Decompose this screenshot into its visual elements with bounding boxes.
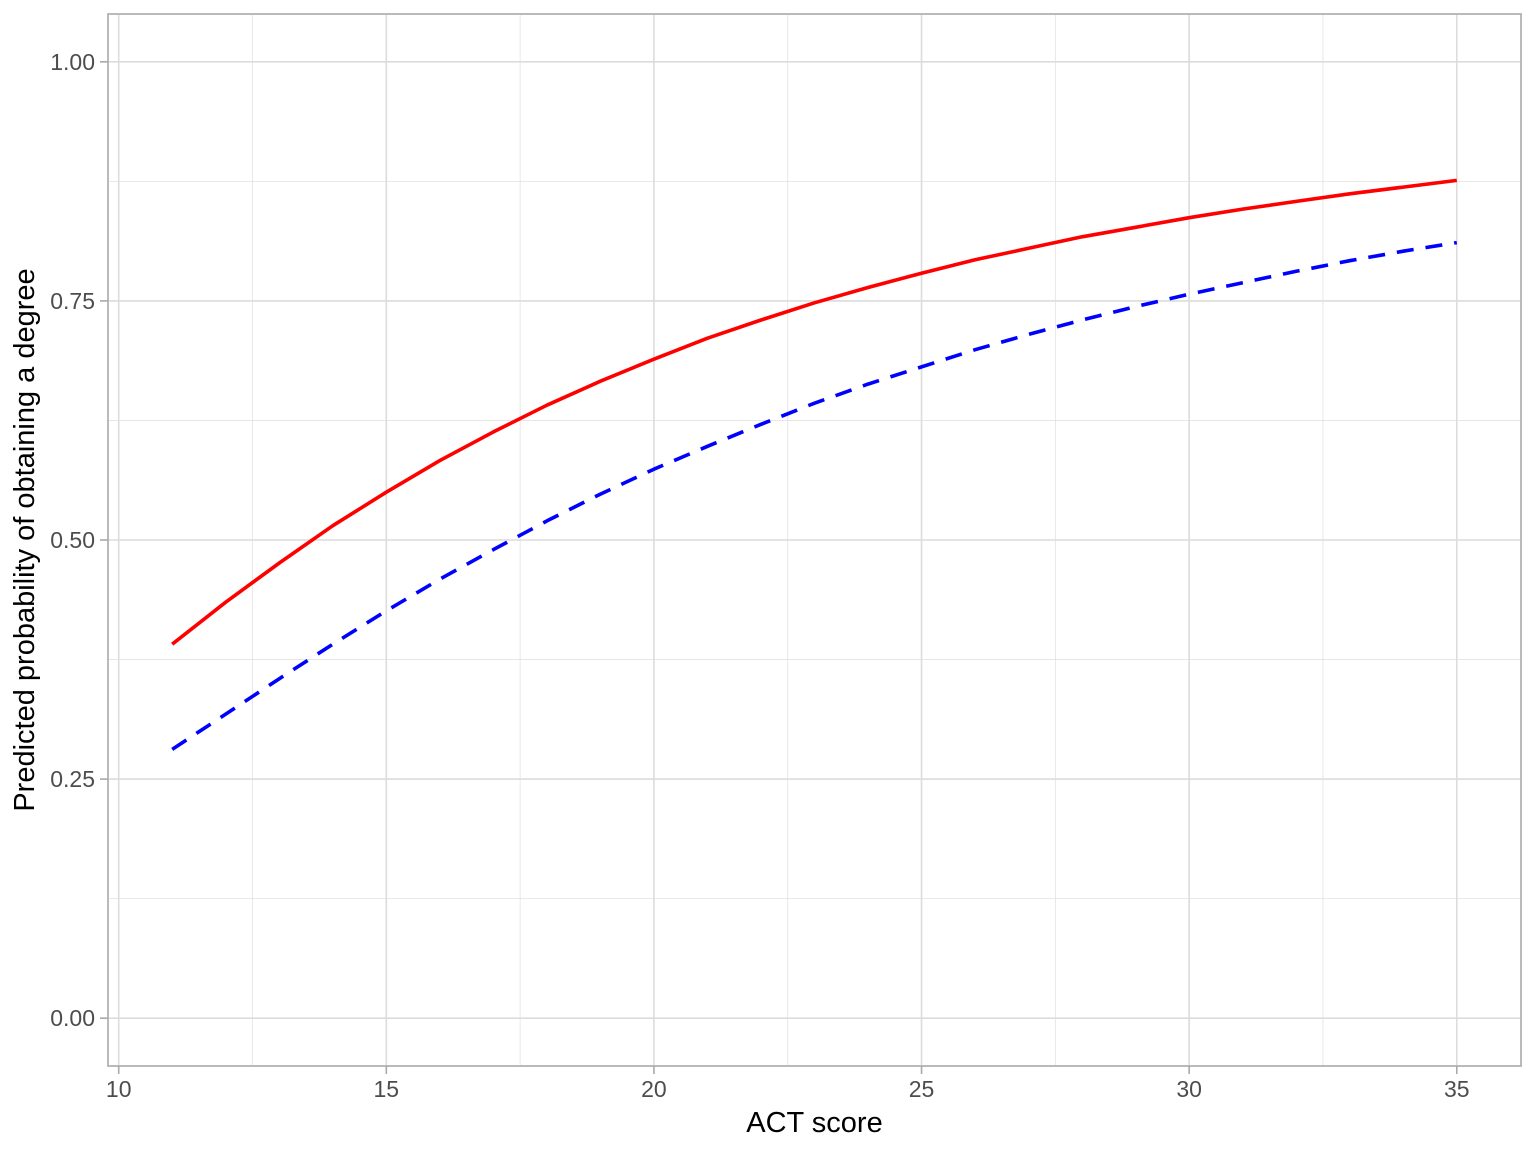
x-tick-label: 25 — [909, 1076, 935, 1102]
x-tick-label: 30 — [1176, 1076, 1202, 1102]
y-tick-label: 1.00 — [50, 49, 95, 75]
x-tick-label: 15 — [374, 1076, 400, 1102]
x-tick-label: 10 — [106, 1076, 132, 1102]
y-tick-label: 0.00 — [50, 1005, 95, 1031]
data-series-layer — [171, 178, 1458, 751]
red_solid_curve — [171, 178, 1458, 646]
y-tick-label: 0.50 — [50, 527, 95, 553]
y-tick-label: 0.25 — [50, 766, 95, 792]
y-axis-title: Predicted probability of obtaining a deg… — [9, 268, 41, 811]
y-tick-label: 0.75 — [50, 288, 95, 314]
x-tick-label: 35 — [1444, 1076, 1470, 1102]
major-gridlines — [108, 14, 1521, 1066]
x-axis-title: ACT score — [746, 1107, 882, 1139]
axis-tick-labels-layer: 10 15 20 25 30 35 0.00 0.25 0.50 0.75 1.00 — [50, 49, 1469, 1102]
axis-ticks-layer — [100, 61, 1458, 1074]
x-tick-label: 20 — [641, 1076, 667, 1102]
blue_dashed_curve — [171, 240, 1458, 751]
